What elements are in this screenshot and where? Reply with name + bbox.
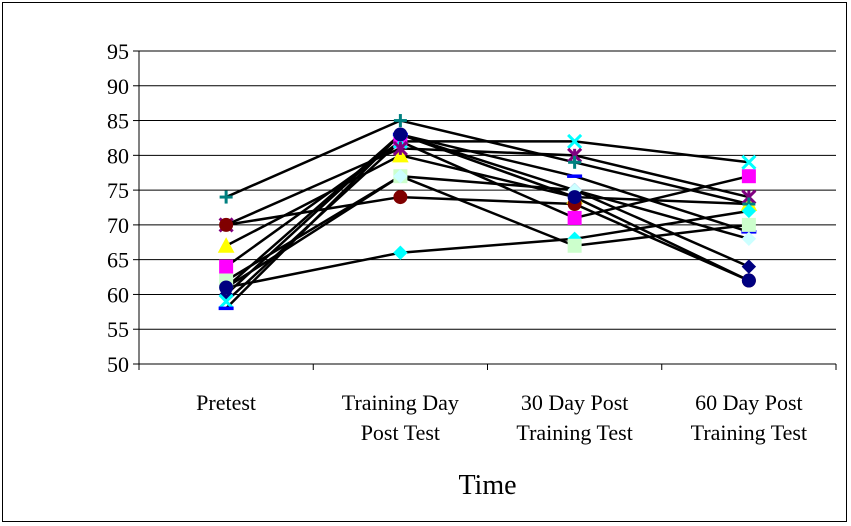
- y-tick-label: 55: [107, 317, 129, 342]
- data-point-s7-1: [219, 190, 233, 204]
- data-point-s6-1: [219, 217, 234, 232]
- data-point-s2-3: [567, 210, 582, 225]
- data-point-s1-4: [741, 259, 757, 274]
- y-tick-label: 85: [107, 109, 129, 134]
- data-point-s4-3: [567, 133, 583, 149]
- y-tick-label: 60: [107, 282, 129, 307]
- y-tick-label: 95: [107, 39, 129, 64]
- data-point-s11-4: [741, 231, 757, 247]
- x-tick-label: 30 Day Post Training Test: [516, 390, 632, 445]
- data-point-s3-1: [217, 237, 235, 253]
- data-point-s4-4: [741, 154, 757, 170]
- series-line-9: [225, 209, 750, 289]
- data-point-s9-2: [393, 245, 408, 260]
- data-point-s7-3: [568, 155, 582, 169]
- y-tick-label: 80: [107, 143, 129, 168]
- y-tick-label: 65: [107, 248, 129, 273]
- series-line-5: [225, 147, 750, 227]
- data-point-s11-2: [393, 168, 408, 184]
- y-tick-label: 90: [107, 74, 129, 99]
- data-point-s12-4: [741, 273, 756, 288]
- x-axis-title: Time: [458, 470, 516, 501]
- data-point-s12-1: [219, 280, 234, 295]
- data-point-s7-2: [393, 114, 407, 128]
- series-line-8: [225, 133, 750, 310]
- series-line-2: [225, 139, 750, 268]
- axes: [133, 50, 837, 370]
- series-line-12: [225, 133, 750, 289]
- series-markers: [217, 114, 758, 311]
- series-lines: [225, 119, 750, 310]
- x-tick-label: 60 Day Post Training Test: [691, 390, 807, 445]
- x-tick-label: Training Day Post Test: [342, 390, 459, 445]
- data-point-s5-2: [392, 140, 408, 156]
- data-point-s2-4: [741, 169, 756, 184]
- series-line-7: [225, 119, 750, 206]
- data-point-s12-3: [567, 190, 582, 205]
- series-line-3: [225, 154, 749, 247]
- y-tick-label: 50: [107, 352, 129, 377]
- y-tick-label: 75: [107, 178, 129, 203]
- data-point-s4-1: [218, 293, 234, 309]
- x-axis-tick-labels: Pretest Training Day Post Test 30 Day Post T…: [196, 390, 807, 445]
- data-point-s10-3: [567, 238, 582, 253]
- data-point-s12-2: [393, 127, 408, 142]
- data-point-s2-1: [219, 259, 234, 274]
- y-tick-label: 70: [107, 213, 129, 238]
- data-point-s10-4: [741, 217, 756, 232]
- series-line-1: [225, 133, 750, 296]
- series-line-11: [225, 174, 750, 289]
- x-tick-label: Pretest: [196, 390, 256, 415]
- y-axis-tick-labels: 50 55 60 65 70 75 80 85 90 95: [107, 39, 129, 377]
- data-point-s9-4: [741, 203, 757, 219]
- series-line-10: [225, 174, 750, 282]
- data-point-s6-2: [393, 190, 408, 205]
